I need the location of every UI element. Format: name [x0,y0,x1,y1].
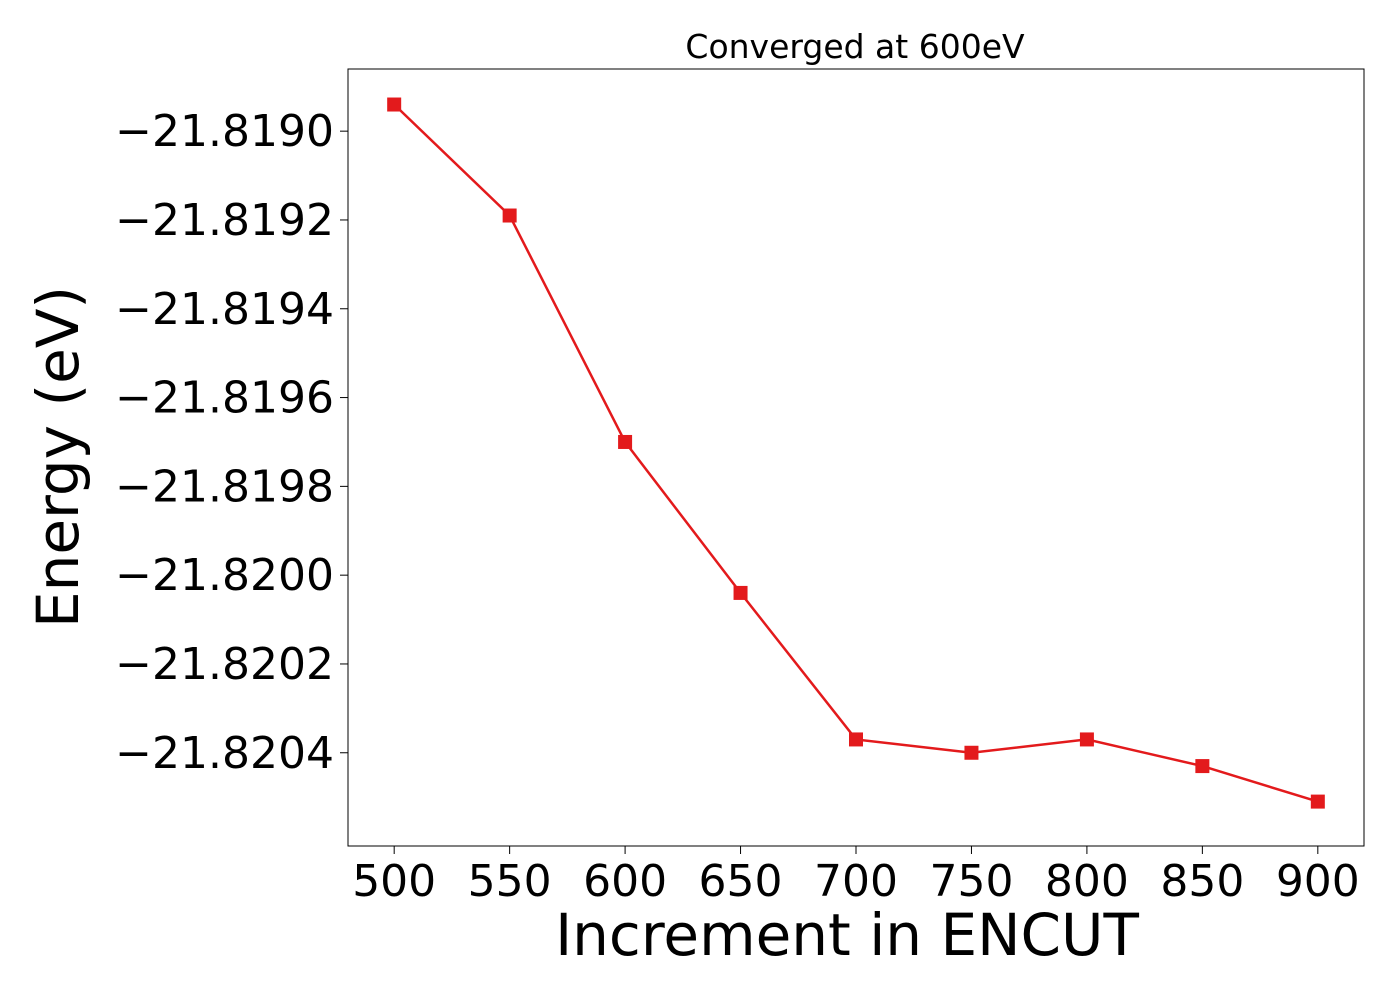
x-ticks: 500 550 600 650 700 750 800 850 900 [352,846,1360,907]
x-axis-label: Increment in ENCUT [555,901,1139,969]
x-tick-label: 900 [1276,856,1360,907]
y-ticks: −21.8190 −21.8192 −21.8194 −21.8196 −21.8198… [115,106,348,779]
data-point [849,732,863,747]
y-tick-label: −21.8200 [115,550,334,601]
data-point [502,208,517,223]
data-point [964,745,979,760]
y-tick-label: −21.8190 [115,106,334,157]
data-point [1079,732,1094,747]
data-point [618,434,633,449]
data-point [387,97,402,112]
y-tick-label: −21.8202 [115,639,334,690]
x-tick-label: 500 [352,856,436,907]
series-group [387,97,1325,809]
data-point [1195,759,1210,774]
data-point [1310,794,1325,809]
x-tick-label: 650 [699,856,783,907]
y-tick-label: −21.8198 [115,461,334,512]
x-tick-label: 800 [1045,856,1129,907]
x-tick-label: 550 [468,856,552,907]
y-tick-label: −21.8204 [115,728,334,779]
chart-title: Converged at 600eV [685,27,1025,66]
x-tick-label: 850 [1160,856,1244,907]
x-tick-label: 600 [583,856,667,907]
plot-frame [347,68,1365,847]
data-point [733,585,748,600]
y-tick-label: −21.8194 [115,284,334,335]
y-tick-label: −21.8196 [115,373,334,424]
y-axis-label: Energy (eV) [24,286,92,628]
y-tick-label: −21.8192 [115,195,334,246]
x-tick-label: 750 [929,856,1013,907]
x-tick-label: 700 [814,856,898,907]
